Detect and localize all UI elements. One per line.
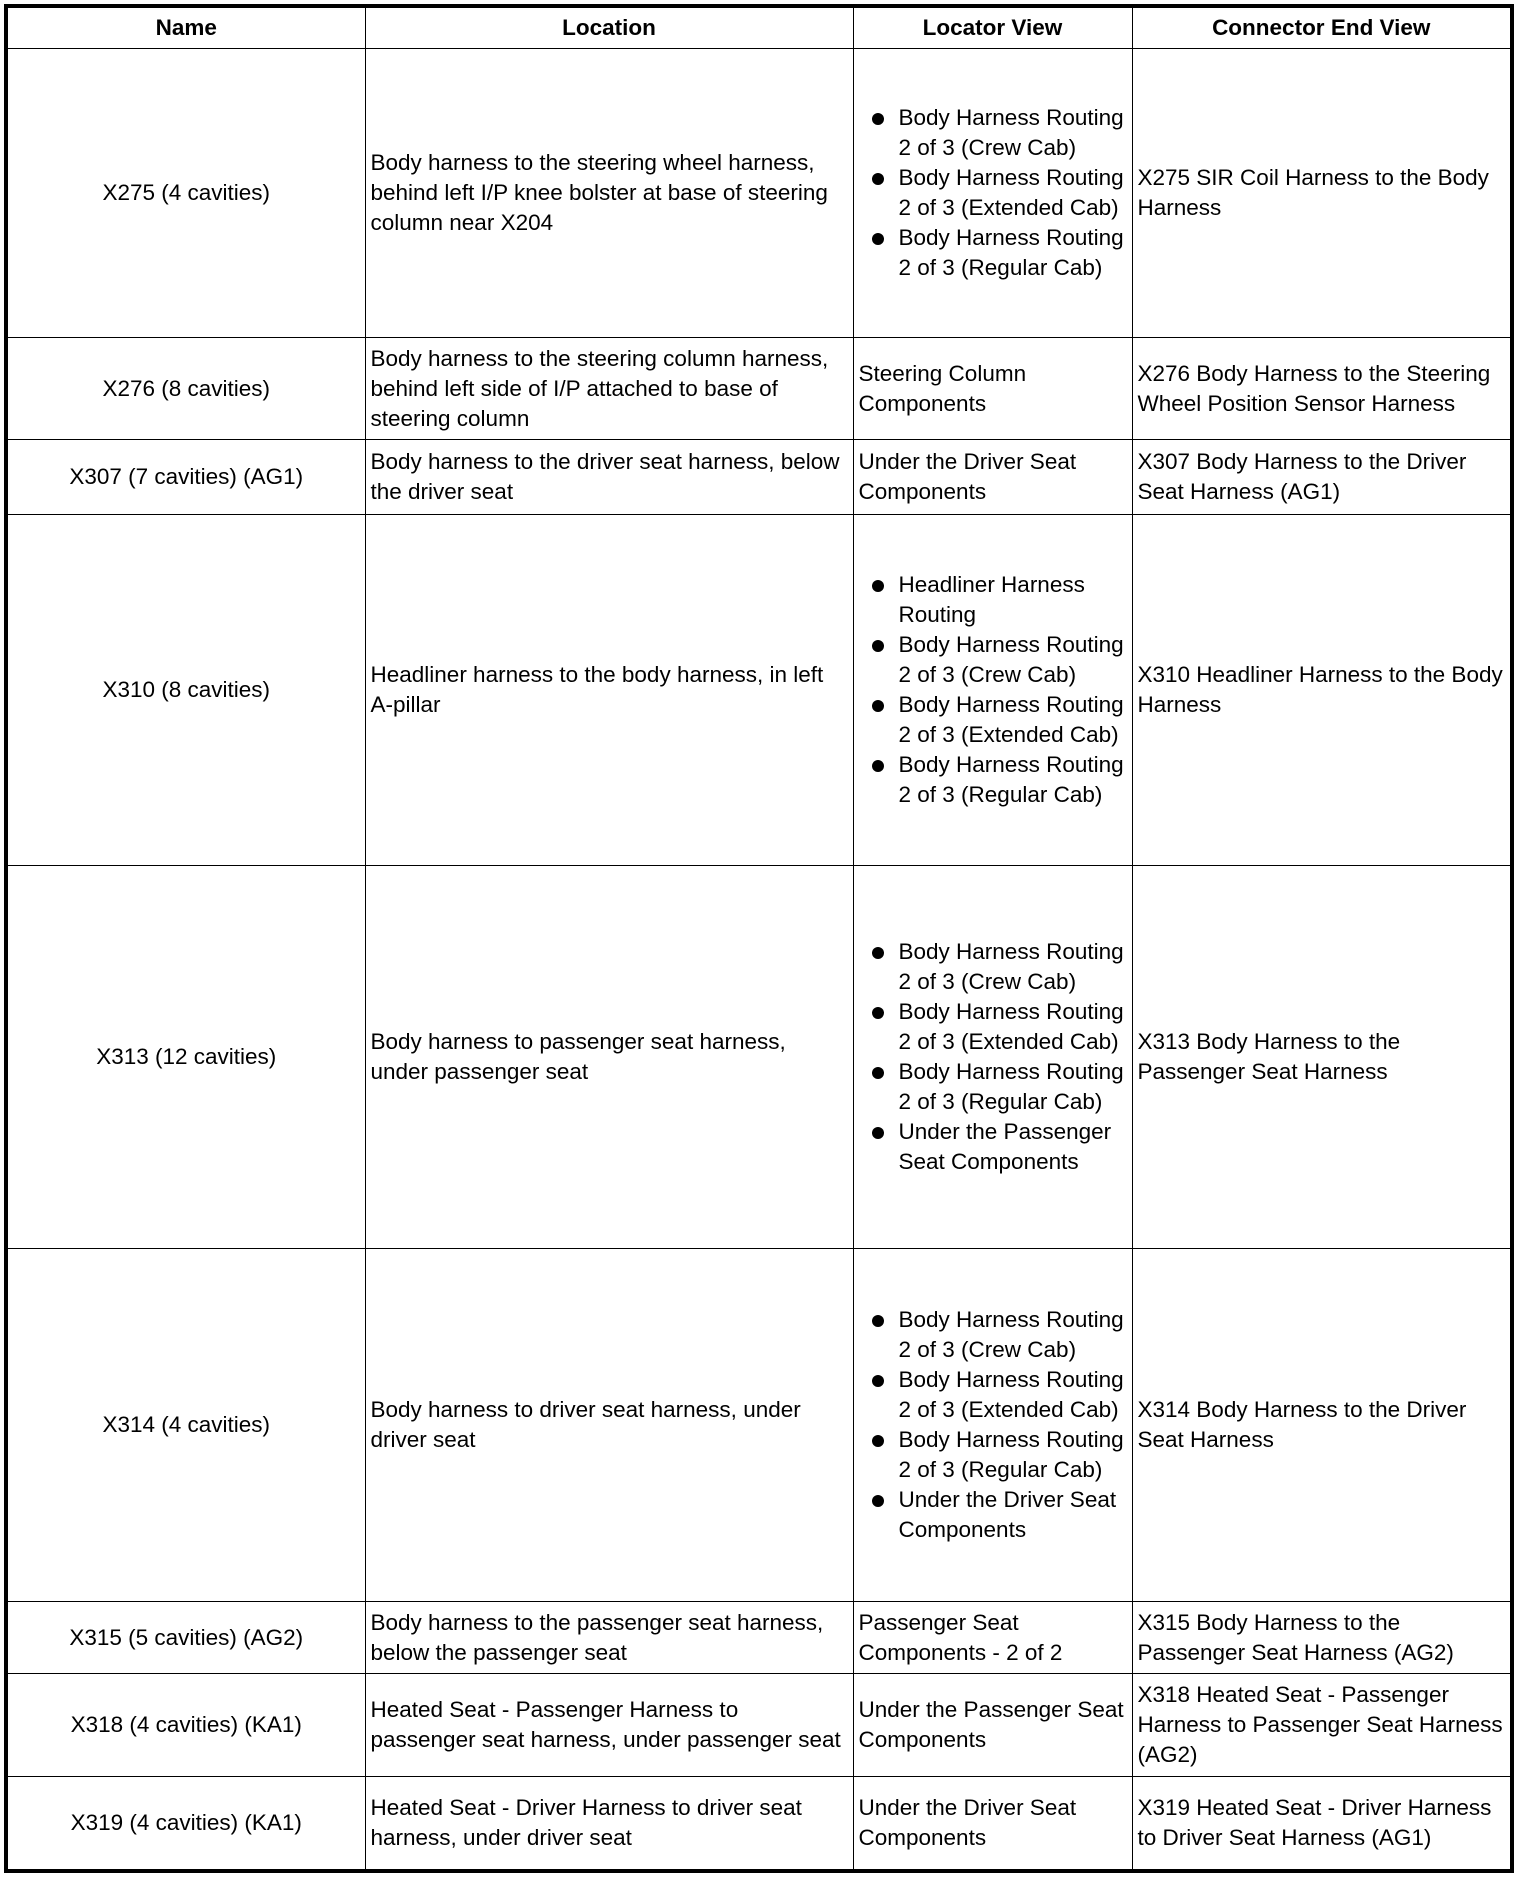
table-row: X307 (7 cavities) (AG1) Body harness to t…: [5, 439, 1513, 515]
locator-view-cell: Headliner Harness Routing Body Harness Ro…: [852, 514, 1133, 866]
connector-end-view-link[interactable]: X319 Heated Seat - Driver Harness to Dri…: [1137, 1794, 1492, 1850]
connector-location: Body harness to driver seat harness, und…: [364, 1248, 854, 1602]
connector-end-view-link[interactable]: X314 Body Harness to the Driver Seat Har…: [1137, 1397, 1467, 1452]
locator-view-cell: Body Harness Routing 2 of 3 (Crew Cab) Bo…: [852, 48, 1133, 338]
connector-name: X313 (12 cavities): [5, 865, 366, 1249]
locator-view-cell: Passenger Seat Components - 2 of 2: [852, 1601, 1133, 1674]
header-connector-end-view: Connector End View: [1131, 5, 1513, 49]
table-row: X314 (4 cavities) Body harness to driver …: [5, 1248, 1513, 1602]
connector-end-view-cell: X275 SIR Coil Harness to the Body Harnes…: [1131, 48, 1513, 338]
locator-link[interactable]: Body Harness Routing 2 of 3 (Extended Ca…: [871, 163, 1127, 223]
connector-end-view-cell: X313 Body Harness to the Passenger Seat …: [1131, 865, 1513, 1249]
connector-end-view-cell: X315 Body Harness to the Passenger Seat …: [1131, 1601, 1513, 1674]
locator-link[interactable]: Headliner Harness Routing: [871, 570, 1127, 630]
header-locator-view: Locator View: [852, 5, 1133, 49]
locator-link[interactable]: Body Harness Routing 2 of 3 (Regular Cab…: [871, 1425, 1127, 1485]
connector-location: Headliner harness to the body harness, i…: [364, 514, 854, 866]
locator-list: Body Harness Routing 2 of 3 (Crew Cab) Bo…: [859, 103, 1127, 283]
locator-list: Body Harness Routing 2 of 3 (Crew Cab) Bo…: [859, 1305, 1127, 1545]
header-name: Name: [5, 5, 366, 49]
locator-link[interactable]: Body Harness Routing 2 of 3 (Regular Cab…: [871, 750, 1127, 810]
connector-location: Heated Seat - Passenger Harness to passe…: [364, 1673, 854, 1777]
connector-end-view-link[interactable]: X276 Body Harness to the Steering Wheel …: [1137, 360, 1491, 416]
connector-name: X318 (4 cavities) (KA1): [5, 1673, 366, 1777]
locator-link[interactable]: Under the Driver Seat Components: [858, 449, 1077, 504]
locator-link[interactable]: Under the Passenger Seat Components: [871, 1117, 1127, 1177]
connector-name: X319 (4 cavities) (KA1): [5, 1776, 366, 1871]
table-row: X275 (4 cavities) Body harness to the ste…: [5, 48, 1513, 338]
connector-location: Body harness to the passenger seat harne…: [364, 1601, 854, 1674]
locator-link[interactable]: Steering Column Components: [858, 360, 1027, 416]
connector-location: Body harness to the steering wheel harne…: [364, 48, 854, 338]
locator-view-cell: Under the Driver Seat Components: [852, 1776, 1133, 1871]
table-row: X313 (12 cavities) Body harness to passen…: [5, 865, 1513, 1249]
locator-link[interactable]: Body Harness Routing 2 of 3 (Regular Cab…: [871, 223, 1127, 283]
locator-link[interactable]: Body Harness Routing 2 of 3 (Crew Cab): [871, 630, 1127, 690]
connector-location: Heated Seat - Driver Harness to driver s…: [364, 1776, 854, 1871]
locator-link[interactable]: Body Harness Routing 2 of 3 (Crew Cab): [871, 103, 1127, 163]
table-row: X319 (4 cavities) (KA1) Heated Seat - Dri…: [5, 1776, 1513, 1871]
connector-location: Body harness to the driver seat harness,…: [364, 439, 854, 515]
locator-view-cell: Steering Column Components: [852, 337, 1133, 440]
connector-name: X276 (8 cavities): [5, 337, 366, 440]
connector-end-view-cell: X314 Body Harness to the Driver Seat Har…: [1131, 1248, 1513, 1602]
connector-name: X314 (4 cavities): [5, 1248, 366, 1602]
locator-view-cell: Under the Driver Seat Components: [852, 439, 1133, 515]
locator-link[interactable]: Under the Passenger Seat Components: [858, 1697, 1124, 1752]
connector-end-view-cell: X319 Heated Seat - Driver Harness to Dri…: [1131, 1776, 1513, 1871]
locator-link[interactable]: Body Harness Routing 2 of 3 (Extended Ca…: [871, 997, 1127, 1057]
table-row: X318 (4 cavities) (KA1) Heated Seat - Pas…: [5, 1673, 1513, 1777]
locator-view-cell: Body Harness Routing 2 of 3 (Crew Cab) Bo…: [852, 865, 1133, 1249]
connector-location: Body harness to passenger seat harness, …: [364, 865, 854, 1249]
connector-end-view-cell: X276 Body Harness to the Steering Wheel …: [1131, 337, 1513, 440]
connector-end-view-link[interactable]: X315 Body Harness to the Passenger Seat …: [1137, 1609, 1454, 1665]
connector-name: X275 (4 cavities): [5, 48, 366, 338]
connector-end-view-link[interactable]: X275 SIR Coil Harness to the Body Harnes…: [1137, 165, 1489, 220]
locator-link[interactable]: Body Harness Routing 2 of 3 (Crew Cab): [871, 1305, 1127, 1365]
locator-link[interactable]: Under the Driver Seat Components: [871, 1485, 1127, 1545]
connector-location: Body harness to the steering column harn…: [364, 337, 854, 440]
locator-list: Headliner Harness Routing Body Harness Ro…: [859, 570, 1127, 810]
table-row: X315 (5 cavities) (AG2) Body harness to t…: [5, 1601, 1513, 1674]
locator-link[interactable]: Body Harness Routing 2 of 3 (Crew Cab): [871, 937, 1127, 997]
locator-list: Body Harness Routing 2 of 3 (Crew Cab) Bo…: [859, 937, 1127, 1177]
connector-table: Name Location Locator View Connector End…: [4, 4, 1514, 1873]
connector-name: X307 (7 cavities) (AG1): [5, 439, 366, 515]
connector-end-view-link[interactable]: X318 Heated Seat - Passenger Harness to …: [1137, 1682, 1503, 1767]
connector-name: X315 (5 cavities) (AG2): [5, 1601, 366, 1674]
locator-link[interactable]: Body Harness Routing 2 of 3 (Extended Ca…: [871, 1365, 1127, 1425]
connector-end-view-link[interactable]: X313 Body Harness to the Passenger Seat …: [1137, 1029, 1401, 1084]
connector-end-view-cell: X310 Headliner Harness to the Body Harne…: [1131, 514, 1513, 866]
locator-link[interactable]: Passenger Seat Components - 2 of 2: [858, 1609, 1063, 1665]
locator-view-cell: Body Harness Routing 2 of 3 (Crew Cab) Bo…: [852, 1248, 1133, 1602]
locator-link[interactable]: Body Harness Routing 2 of 3 (Regular Cab…: [871, 1057, 1127, 1117]
connector-end-view-link[interactable]: X310 Headliner Harness to the Body Harne…: [1137, 662, 1503, 717]
connector-end-view-cell: X318 Heated Seat - Passenger Harness to …: [1131, 1673, 1513, 1777]
connector-end-view-link[interactable]: X307 Body Harness to the Driver Seat Har…: [1137, 449, 1467, 504]
locator-link[interactable]: Under the Driver Seat Components: [858, 1794, 1077, 1850]
header-row: Name Location Locator View Connector End…: [5, 5, 1513, 49]
header-location: Location: [364, 5, 854, 49]
locator-view-cell: Under the Passenger Seat Components: [852, 1673, 1133, 1777]
table-row: X276 (8 cavities) Body harness to the ste…: [5, 337, 1513, 440]
connector-name: X310 (8 cavities): [5, 514, 366, 866]
connector-end-view-cell: X307 Body Harness to the Driver Seat Har…: [1131, 439, 1513, 515]
locator-link[interactable]: Body Harness Routing 2 of 3 (Extended Ca…: [871, 690, 1127, 750]
table-row: X310 (8 cavities) Headliner harness to th…: [5, 514, 1513, 866]
